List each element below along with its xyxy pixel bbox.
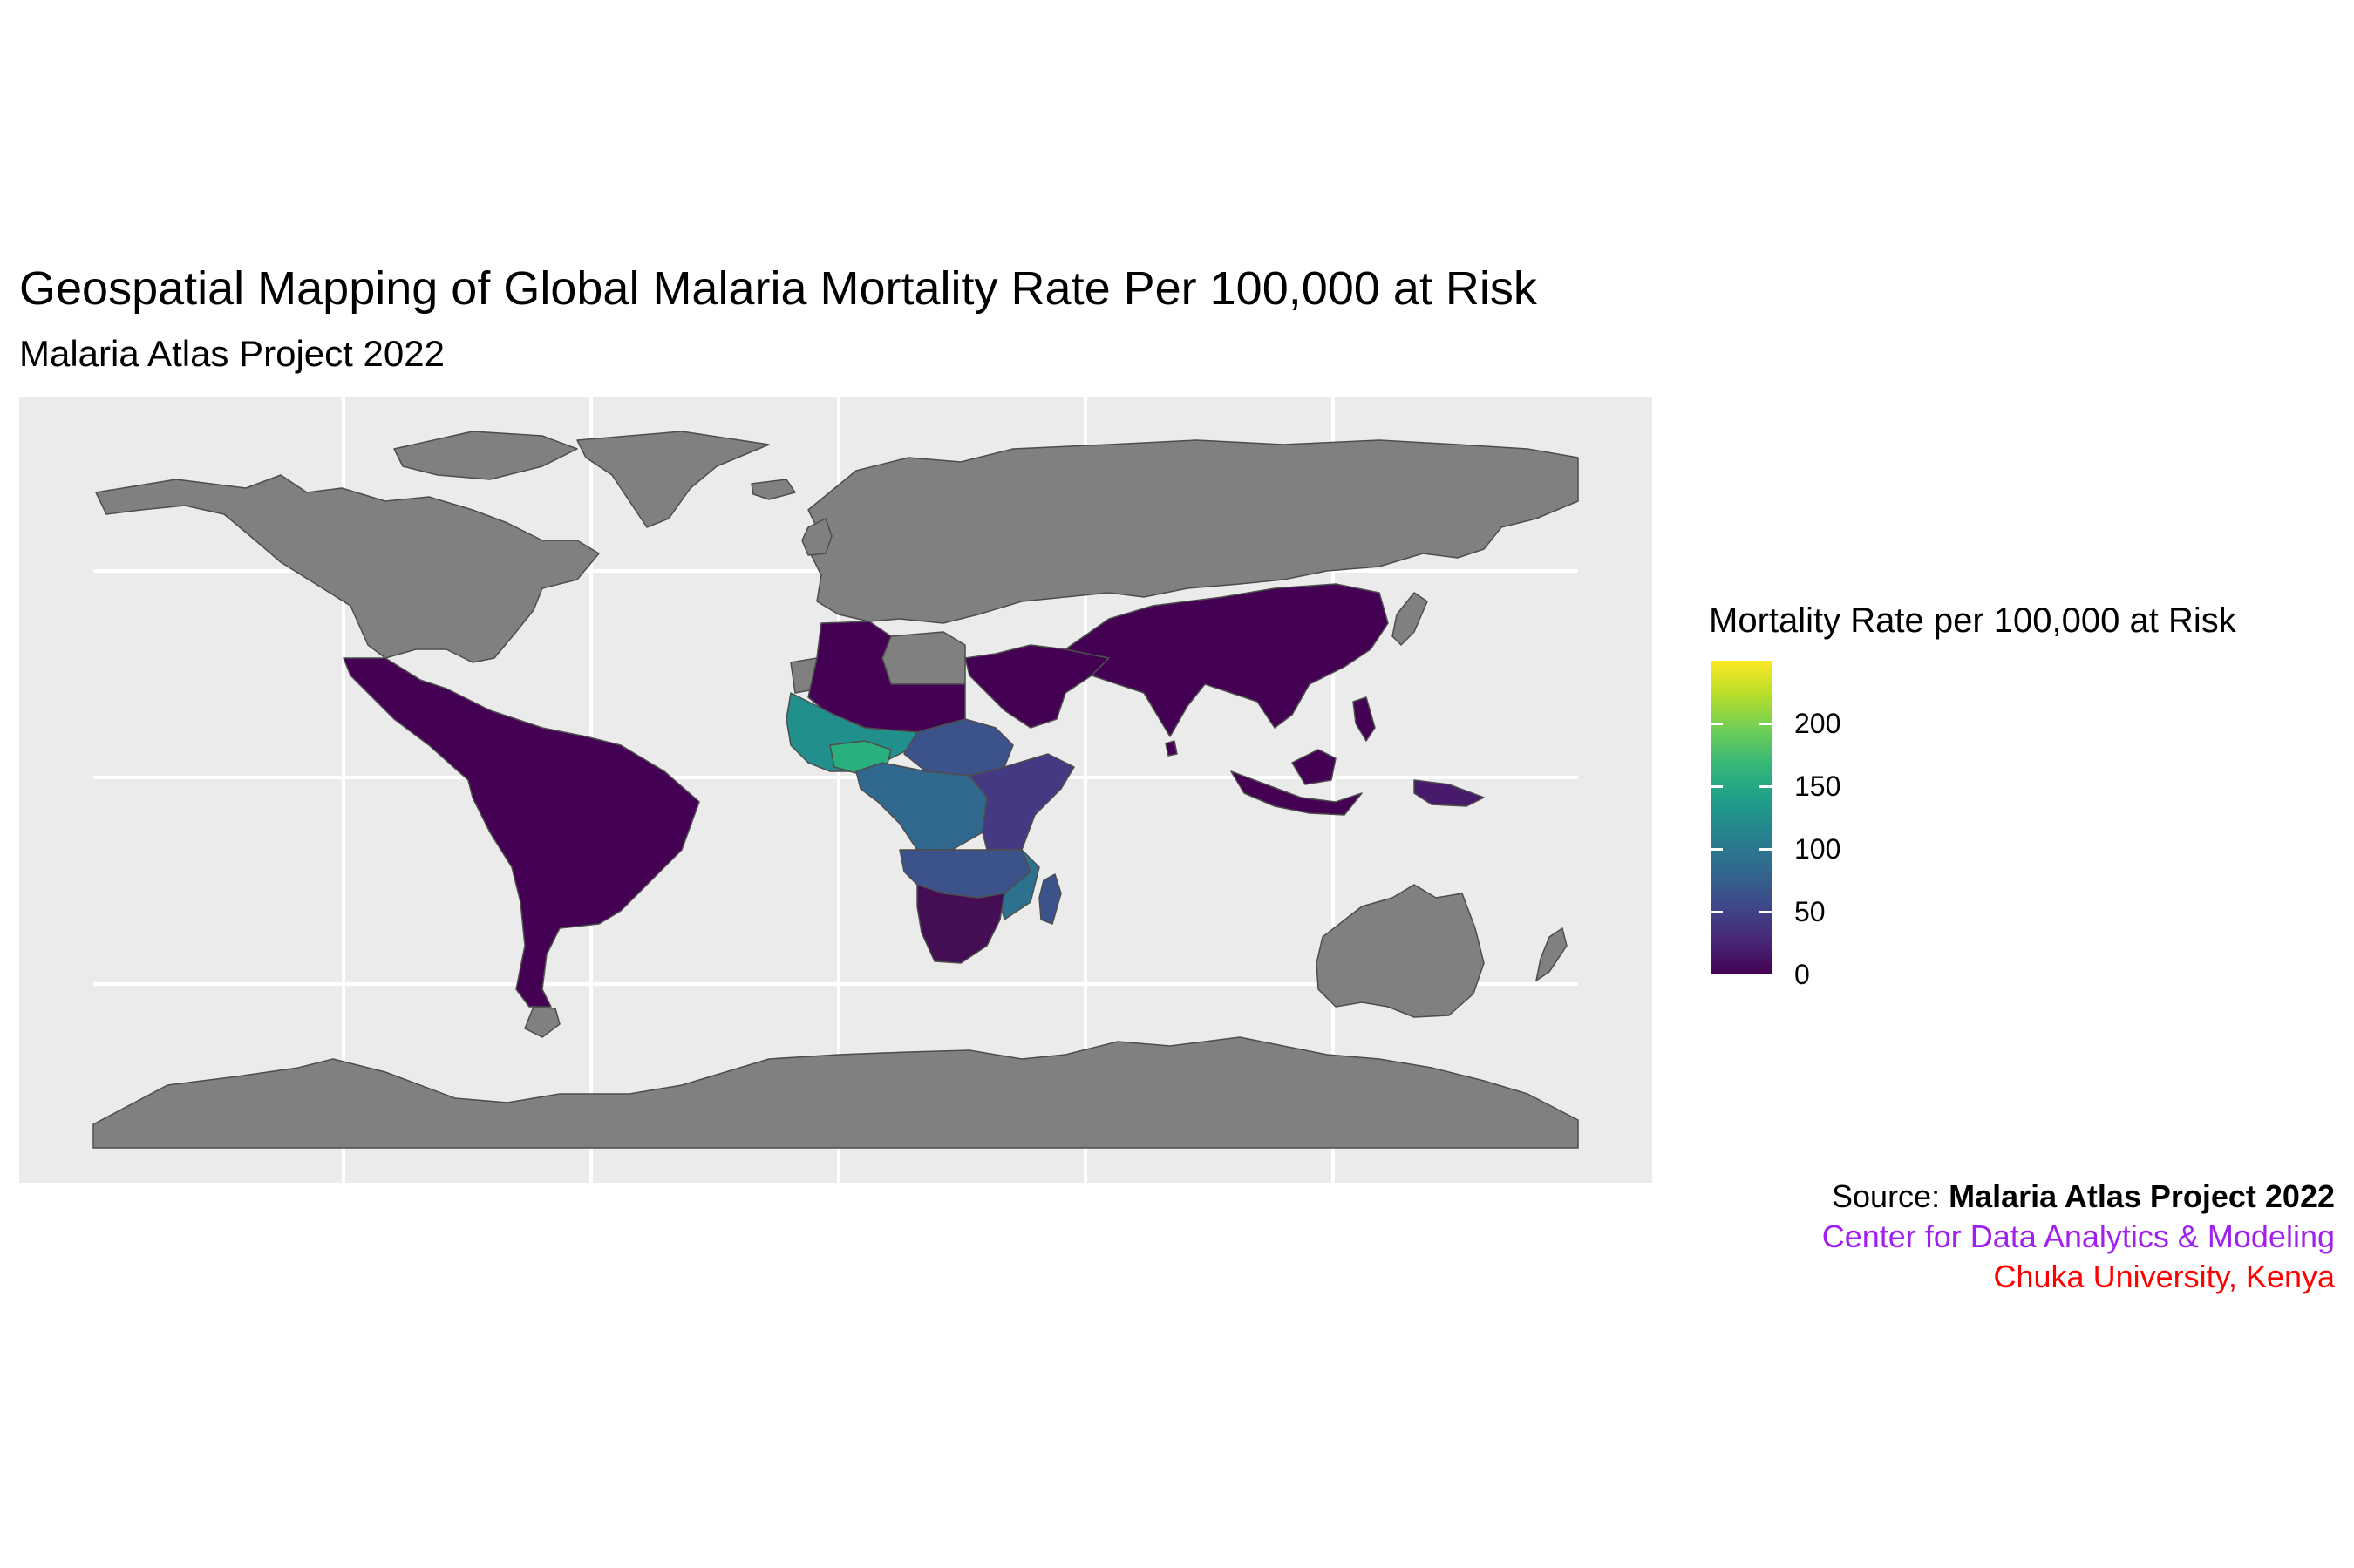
australia-region [1316,884,1485,1018]
japan-region [1391,592,1428,646]
new-zealand-region [1535,927,1568,981]
legend-title: Mortality Rate per 100,000 at Risk [1709,601,2236,640]
borneo-region [1291,749,1337,785]
legend-colorbar [1711,661,1772,974]
europe-russia-region [807,439,1579,624]
legend-tick-right-50 [1759,910,1772,913]
caption-source-prefix: Source: [1832,1178,1949,1214]
legend-tick-left-0 [1711,973,1723,976]
legend-tick-left-50 [1711,910,1723,913]
philippines-region [1352,696,1376,742]
sri-lanka-region [1165,740,1178,757]
png-region [1413,779,1485,807]
south-southeast-asia-region [1065,583,1389,737]
legend-tick-right-0 [1759,973,1772,976]
antarctica-region [92,1036,1579,1149]
iceland-region [751,479,796,500]
central-africa-region [855,762,988,851]
madagascar-region [1038,873,1062,925]
latin-america-region [343,657,700,1008]
legend-tick-right-100 [1759,847,1772,851]
color-legend: Mortality Rate per 100,000 at Risk 0 50 10… [1709,601,2337,990]
arctic-islands-region [393,431,578,480]
legend-tick-left-100 [1711,847,1723,851]
legend-tick-label: 100 [1794,833,1841,865]
legend-tick-label: 150 [1794,770,1841,802]
north-america-region [95,474,600,663]
caption: Source: Malaria Atlas Project 2022 Cente… [1822,1177,2335,1297]
north-east-africa-grey-region [881,631,966,685]
uk-ireland-region [801,518,833,556]
legend-tick-left-150 [1711,784,1723,788]
middle-east-region [964,644,1110,729]
caption-university-line: Chuka University, Kenya [1993,1259,2336,1294]
mozambique-region [999,849,1040,920]
legend-tick-left-200 [1711,722,1723,725]
chart-title: Geospatial Mapping of Global Malaria Mor… [19,262,1537,315]
southern-africa-region [916,884,1005,964]
legend-tick-label: 200 [1794,708,1841,739]
legend-tick-right-150 [1759,784,1772,788]
chart-subtitle: Malaria Atlas Project 2022 [19,333,445,374]
world-map [92,397,1579,1183]
legend-tick-label: 0 [1794,959,1810,990]
legend-tick-label: 50 [1794,896,1826,927]
patagonia-region [524,1006,561,1038]
indonesia-region [1230,770,1363,816]
caption-center-line: Center for Data Analytics & Modeling [1821,1218,2335,1254]
greenland-region [576,431,770,528]
legend-tick-right-200 [1759,722,1772,725]
caption-source-line: Source: Malaria Atlas Project 2022 [1822,1177,2335,1217]
caption-source-name: Malaria Atlas Project 2022 [1949,1178,2335,1214]
